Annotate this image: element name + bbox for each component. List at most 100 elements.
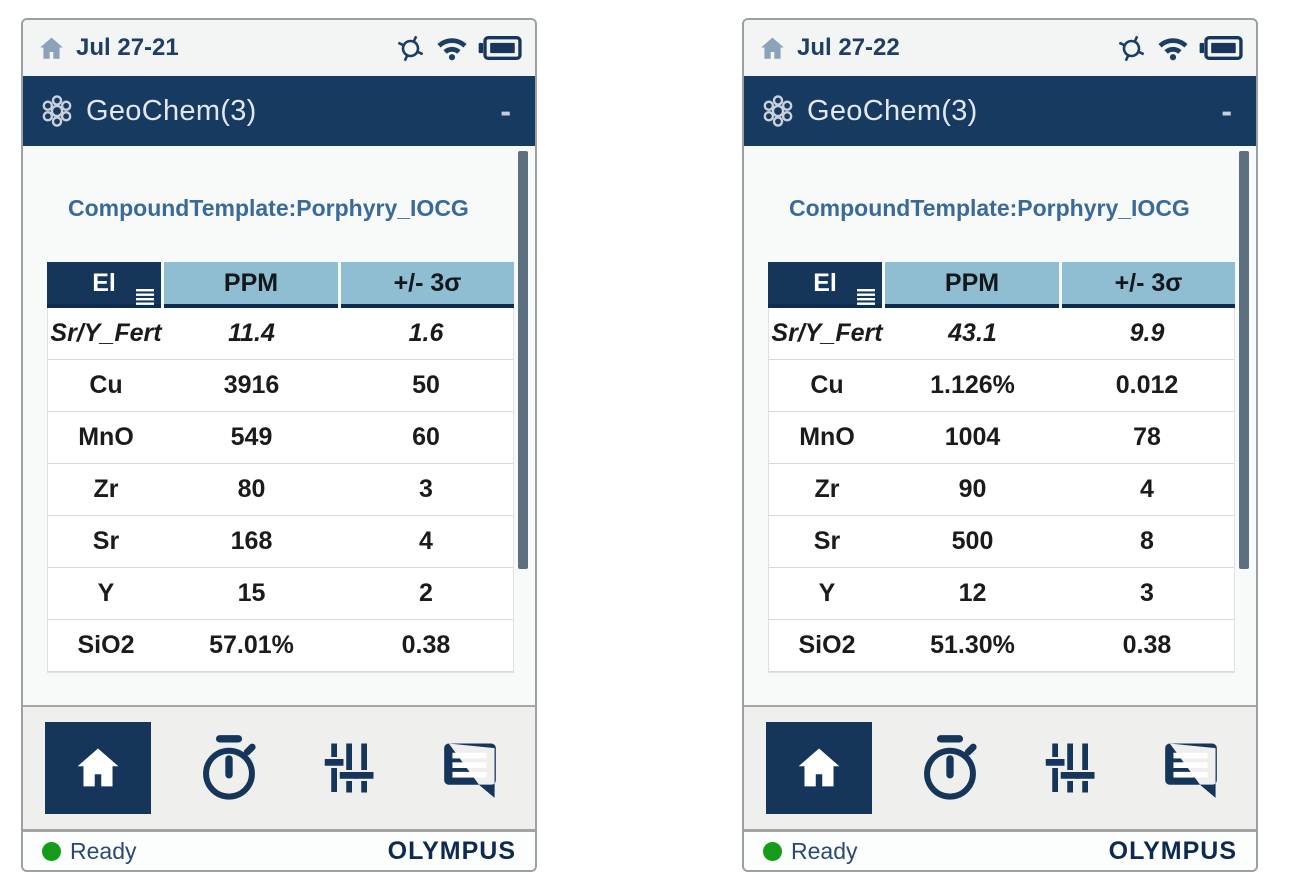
- table-cell: 549: [230, 423, 273, 451]
- column-header-sigma[interactable]: +/- 3σ: [341, 262, 514, 308]
- chat-icon: [1160, 737, 1222, 799]
- column-header-el[interactable]: El: [768, 262, 882, 308]
- table-cell: 2: [419, 579, 433, 607]
- ready-status-dot: [42, 841, 61, 861]
- app-title: GeoChem(3): [807, 94, 978, 127]
- table-cell: 15: [237, 579, 266, 607]
- table-cell: 90: [958, 475, 987, 503]
- column-header-label: El: [813, 268, 837, 297]
- atom-icon: [760, 93, 796, 129]
- table-row[interactable]: SiO2 57.01% 0.38: [48, 620, 513, 672]
- table-cell: 9.9: [1129, 319, 1165, 347]
- table-cell: 8: [1140, 527, 1154, 555]
- date-label: Jul 27-22: [797, 34, 900, 61]
- status-bar: Jul 27-22: [744, 20, 1256, 76]
- menu-icon[interactable]: [134, 288, 156, 306]
- scrollbar-thumb[interactable]: [518, 151, 528, 569]
- table-row[interactable]: Sr/Y_Fert 11.4 1.6: [48, 308, 513, 360]
- table-cell: 0.38: [401, 631, 451, 659]
- nav-notes-button[interactable]: [427, 722, 513, 814]
- nav-test-time-button[interactable]: [907, 722, 993, 814]
- table-cell: 0.012: [1115, 371, 1179, 399]
- compound-template-label: CompoundTemplate:Porphyry_IOCG: [68, 195, 469, 221]
- table-row[interactable]: Sr 500 8: [769, 516, 1234, 568]
- table-cell: 57.01%: [209, 631, 294, 659]
- table-row[interactable]: Zr 80 3: [48, 464, 513, 516]
- table-row[interactable]: SiO2 51.30% 0.38: [769, 620, 1234, 672]
- column-header-ppm[interactable]: PPM: [164, 262, 338, 308]
- table-body: Sr/Y_Fert 11.4 1.6 Cu 3916 50 MnO 549 60 Zr 80 3 Sr 1…: [47, 308, 514, 673]
- table-row[interactable]: Y 12 3: [769, 568, 1234, 620]
- minimize-button[interactable]: -: [1221, 93, 1232, 129]
- chat-icon: [439, 737, 501, 799]
- nav-settings-button[interactable]: [1027, 722, 1113, 814]
- nav-home-button[interactable]: [766, 722, 872, 814]
- menu-icon[interactable]: [855, 288, 877, 306]
- content-area: CompoundTemplate:Porphyry_IOCG El PPM +/…: [23, 146, 535, 705]
- table-cell: Sr/Y_Fert: [771, 319, 883, 347]
- column-header-sigma[interactable]: +/- 3σ: [1062, 262, 1235, 308]
- table-cell: 11.4: [228, 319, 275, 347]
- column-header-ppm[interactable]: PPM: [885, 262, 1059, 308]
- battery-icon: [478, 34, 522, 62]
- table-cell: SiO2: [77, 631, 135, 659]
- sliders-icon: [319, 737, 379, 799]
- table-cell: 60: [412, 423, 440, 451]
- sliders-icon: [1040, 737, 1100, 799]
- table-header: El PPM +/- 3σ: [47, 262, 514, 308]
- table-cell: 4: [1140, 475, 1154, 503]
- table-cell: Y: [97, 579, 115, 607]
- column-header-el[interactable]: El: [47, 262, 161, 308]
- table-row[interactable]: MnO 549 60: [48, 412, 513, 464]
- table-cell: 78: [1133, 423, 1161, 451]
- stopwatch-icon: [916, 732, 984, 804]
- table-cell: 80: [237, 475, 266, 503]
- scrollbar-thumb[interactable]: [1239, 151, 1249, 569]
- table-cell: Sr/Y_Fert: [50, 319, 162, 347]
- table-row[interactable]: Cu 1.126% 0.012: [769, 360, 1234, 412]
- ready-status-dot: [763, 841, 782, 861]
- table-cell: Sr: [813, 527, 841, 555]
- title-bar: GeoChem(3) -: [23, 76, 535, 146]
- table-cell: MnO: [78, 423, 134, 451]
- table-row[interactable]: Sr 168 4: [48, 516, 513, 568]
- table-cell: Zr: [93, 475, 119, 503]
- table-row[interactable]: Y 15 2: [48, 568, 513, 620]
- home-icon: [791, 742, 847, 794]
- table-row[interactable]: Sr/Y_Fert 43.1 9.9: [769, 308, 1234, 360]
- table-cell: Cu: [810, 371, 844, 399]
- analyzer-screen-2: Jul 27-22 GeoChem(3) - CompoundTemplate:…: [742, 18, 1258, 872]
- table-cell: 1.126%: [930, 371, 1015, 399]
- table-cell: Cu: [89, 371, 123, 399]
- table-cell: 1004: [944, 423, 1001, 451]
- table-body: Sr/Y_Fert 43.1 9.9 Cu 1.126% 0.012 MnO 1004 78 Zr…: [768, 308, 1235, 673]
- home-icon: [757, 34, 788, 63]
- table-row[interactable]: MnO 1004 78: [769, 412, 1234, 464]
- title-bar: GeoChem(3) -: [744, 76, 1256, 146]
- date-label: Jul 27-21: [76, 34, 179, 61]
- column-header-label: El: [92, 268, 116, 297]
- table-cell: 3: [1140, 579, 1154, 607]
- olympus-logo: OLYMPUS: [387, 836, 516, 865]
- nav-home-button[interactable]: [45, 722, 151, 814]
- minimize-button[interactable]: -: [500, 93, 511, 129]
- stopwatch-icon: [195, 732, 263, 804]
- bottom-nav: [744, 705, 1256, 829]
- table-cell: 0.38: [1122, 631, 1172, 659]
- table-cell: Y: [818, 579, 836, 607]
- gps-icon: [1116, 33, 1147, 64]
- table-row[interactable]: Cu 3916 50: [48, 360, 513, 412]
- footer-status-bar: Ready OLYMPUS: [23, 829, 535, 870]
- table-cell: 500: [951, 527, 994, 555]
- table-cell: 51.30%: [930, 631, 1015, 659]
- table-row[interactable]: Zr 90 4: [769, 464, 1234, 516]
- table-cell: 3: [419, 475, 433, 503]
- nav-notes-button[interactable]: [1148, 722, 1234, 814]
- table-cell: 4: [419, 527, 433, 555]
- table-cell: 3916: [223, 371, 280, 399]
- nav-settings-button[interactable]: [306, 722, 392, 814]
- nav-test-time-button[interactable]: [186, 722, 272, 814]
- table-header: El PPM +/- 3σ: [768, 262, 1235, 308]
- table-cell: 43.1: [948, 319, 997, 347]
